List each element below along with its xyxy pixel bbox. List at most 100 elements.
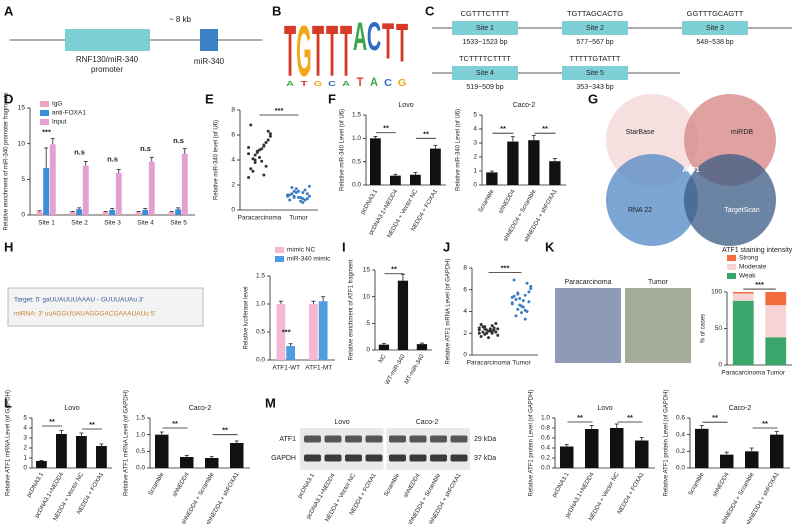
point bbox=[525, 281, 529, 285]
panel-label: A bbox=[4, 3, 14, 18]
significance-label: ** bbox=[577, 413, 583, 422]
point bbox=[290, 192, 294, 196]
y-tick-label: 0 bbox=[21, 212, 25, 219]
bar bbox=[410, 174, 421, 185]
logo-letter: A bbox=[342, 80, 350, 88]
blot-band bbox=[409, 435, 427, 443]
y-axis-label: Relative ATF1 mRNA Level (of GAPDH) bbox=[446, 259, 452, 365]
x-tick-label: Paracarcinoma bbox=[721, 370, 765, 377]
point bbox=[251, 157, 255, 161]
venn-set bbox=[684, 154, 776, 246]
point bbox=[253, 158, 257, 162]
significance-label: ** bbox=[391, 265, 397, 274]
point bbox=[518, 296, 522, 300]
blot-band bbox=[304, 435, 321, 443]
point bbox=[529, 284, 533, 288]
point bbox=[260, 159, 264, 163]
blot-size: 29 kDa bbox=[474, 436, 496, 443]
legend-swatch bbox=[275, 256, 284, 262]
lane-label: shNEDD4 bbox=[403, 472, 422, 499]
point bbox=[307, 194, 311, 198]
legend-label: miR-340 mimic bbox=[287, 256, 331, 263]
ihc-label: Paracarcinoma bbox=[564, 279, 611, 286]
bar bbox=[486, 172, 498, 185]
point bbox=[255, 151, 259, 154]
legend-label: IgG bbox=[52, 101, 62, 108]
point bbox=[490, 324, 494, 328]
logo-letter: T bbox=[284, 12, 296, 92]
bar bbox=[560, 446, 574, 468]
point bbox=[477, 328, 481, 332]
y-axis-label: Relative enrichment of ATF1 fragment bbox=[349, 259, 355, 360]
y-tick-label: 2 bbox=[463, 330, 467, 337]
logo-letter: G bbox=[314, 80, 322, 88]
point bbox=[514, 298, 518, 302]
panel-label: E bbox=[205, 91, 214, 106]
site-sequence: TGTTAGCACTG bbox=[567, 9, 623, 18]
x-tick-label: Site 5 bbox=[170, 220, 187, 227]
point bbox=[266, 138, 270, 142]
blot-size: 37 kDa bbox=[474, 455, 496, 462]
y-axis-label: Relative ATF1 mRNA Level (of GAPDH) bbox=[124, 390, 130, 496]
y-tick-label: 0.2 bbox=[676, 448, 685, 455]
x-tick-label: shNEDD4 bbox=[498, 188, 517, 215]
point bbox=[483, 327, 487, 331]
legend-label: Strong bbox=[739, 255, 759, 262]
y-tick-label: 5 bbox=[473, 112, 477, 119]
x-tick-label: ATF1-MT bbox=[305, 365, 332, 372]
x-tick-label: pcDNA3.1 bbox=[552, 471, 571, 498]
x-tick-label: Site 4 bbox=[137, 220, 154, 227]
chart-title: Lovo bbox=[64, 405, 79, 412]
logo-letter: T bbox=[357, 77, 364, 90]
y-tick-label: 1.5 bbox=[136, 415, 145, 422]
point bbox=[518, 303, 522, 307]
legend-swatch bbox=[275, 247, 284, 253]
y-axis-label: Relative miR-340 Level (of U6) bbox=[456, 109, 462, 191]
blot-group: Caco-2 bbox=[416, 419, 439, 426]
point bbox=[247, 146, 251, 149]
significance-label: *** bbox=[282, 327, 291, 336]
point bbox=[290, 186, 294, 189]
y-axis-label: Relative enrichment of miR-340 promoter … bbox=[4, 92, 10, 230]
y-tick-label: 4 bbox=[463, 308, 467, 315]
bar bbox=[148, 161, 155, 215]
panel-label: M bbox=[265, 395, 276, 410]
point bbox=[523, 308, 527, 312]
point bbox=[253, 161, 257, 164]
bar bbox=[549, 161, 561, 185]
x-tick-label: Site 1 bbox=[38, 220, 55, 227]
point bbox=[301, 197, 305, 201]
significance-label: n.s bbox=[140, 144, 151, 153]
site-range: 1533~1523 bp bbox=[463, 39, 508, 46]
bar-segment bbox=[765, 337, 787, 365]
ihc-label: Tumor bbox=[648, 279, 669, 286]
y-tick-label: 5 bbox=[366, 320, 370, 327]
y-tick-label: 2 bbox=[23, 445, 27, 452]
site-name: Site 4 bbox=[476, 70, 494, 77]
y-tick-label: 100 bbox=[711, 289, 722, 296]
site-box bbox=[452, 21, 518, 35]
point bbox=[249, 123, 253, 127]
panel-label: G bbox=[588, 91, 598, 106]
blot-band bbox=[345, 454, 362, 462]
bar bbox=[286, 346, 296, 360]
significance-label: ** bbox=[762, 419, 768, 428]
logo-letter: C bbox=[328, 80, 336, 88]
y-tick-label: 3 bbox=[23, 435, 27, 442]
point bbox=[477, 326, 481, 330]
point bbox=[264, 164, 268, 168]
x-tick-label: Paracarcinoma bbox=[238, 215, 282, 222]
point bbox=[521, 299, 525, 303]
y-tick-label: 1 bbox=[473, 168, 477, 175]
y-tick-label: 1.0 bbox=[352, 135, 361, 142]
chart-title: Caco-2 bbox=[189, 405, 212, 412]
bar-segment bbox=[765, 305, 787, 338]
x-tick-label: Tumor bbox=[766, 370, 785, 377]
point bbox=[303, 198, 307, 202]
point bbox=[496, 327, 500, 331]
y-tick-label: 1.0 bbox=[256, 301, 265, 308]
logo-letter: T bbox=[326, 12, 338, 92]
site-range: 519~509 bp bbox=[466, 84, 503, 91]
venn-label: RNA 22 bbox=[628, 207, 652, 214]
bar bbox=[109, 210, 116, 215]
